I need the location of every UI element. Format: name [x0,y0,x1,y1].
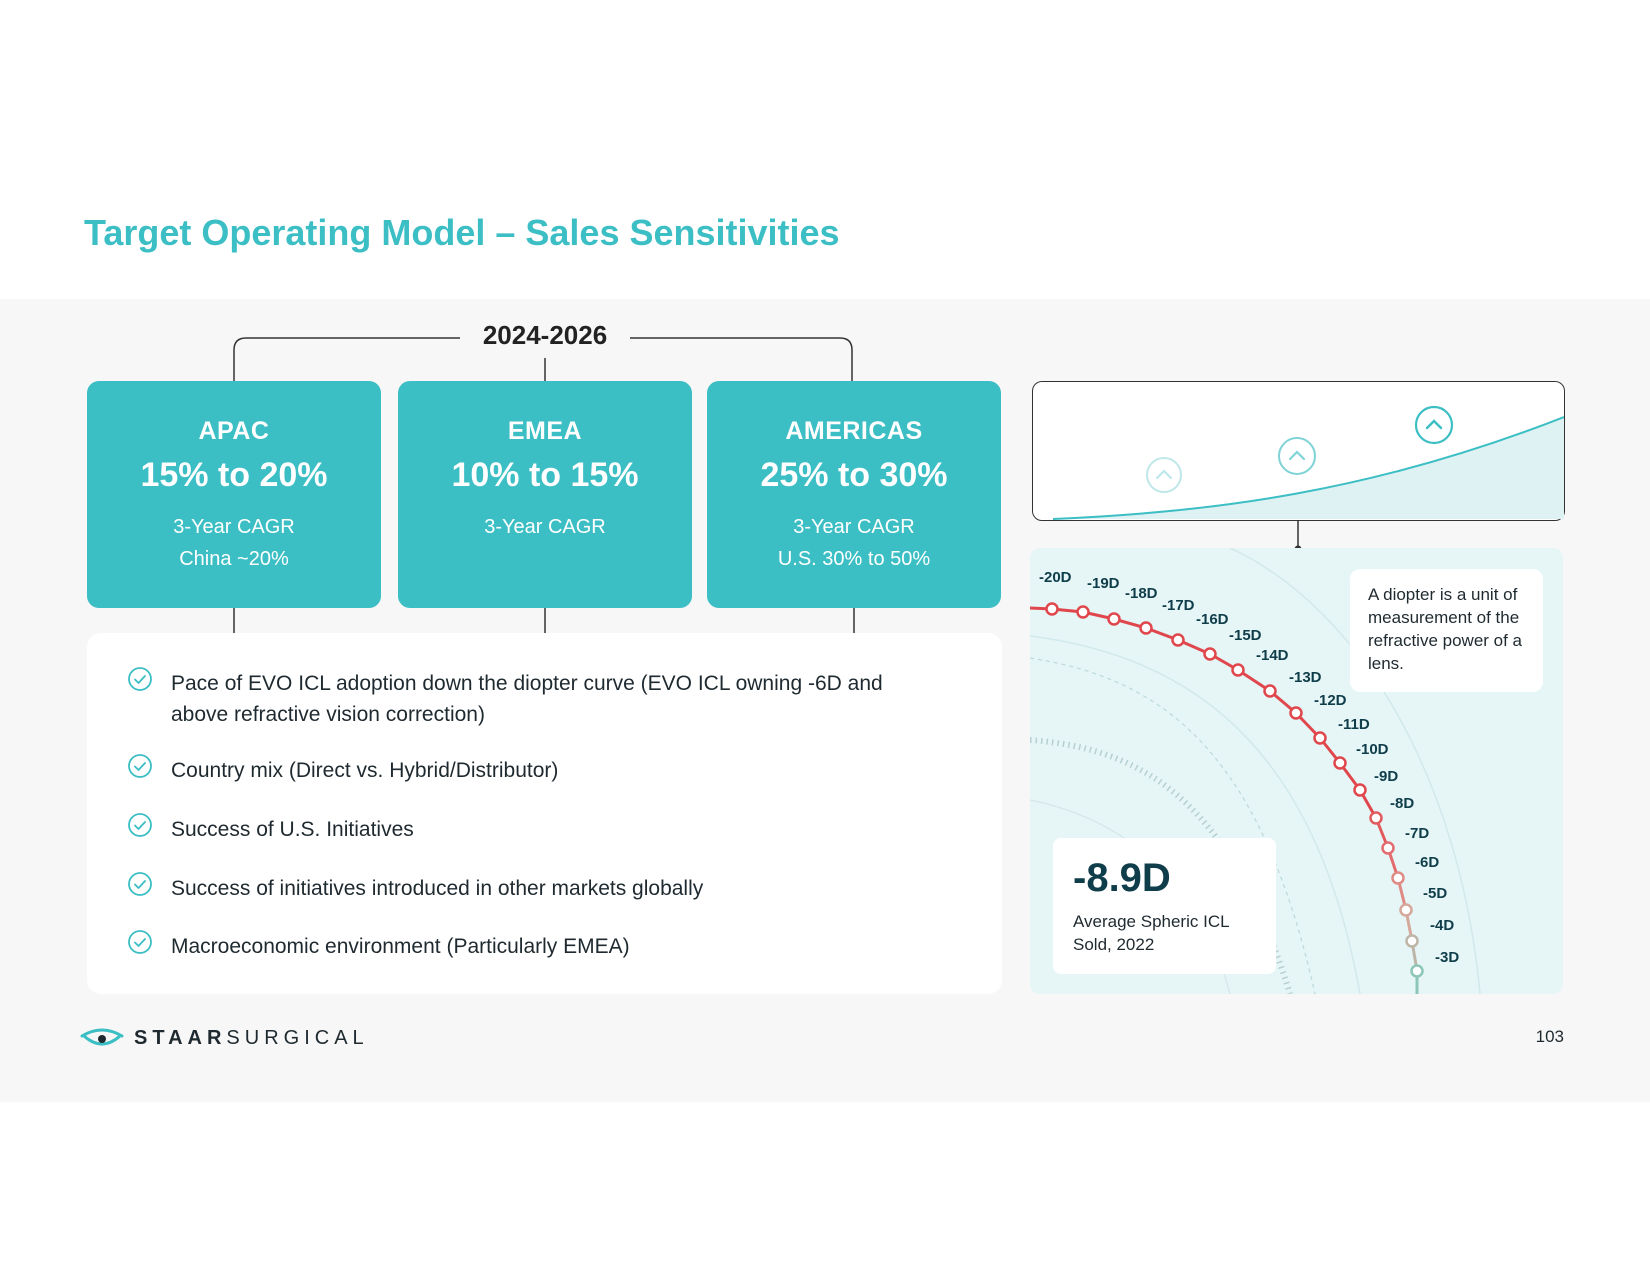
diopter-label: -7D [1405,825,1429,842]
adoption-curve-graphic [1052,405,1565,520]
diopter-point [1231,663,1245,677]
check-circle-icon [128,813,152,837]
logo-word-staar: STAAR [134,1026,227,1049]
chevron-up-icon [1414,405,1454,445]
diopter-label: -17D [1162,597,1195,614]
list-item-text: Success of U.S. Initiatives [171,818,414,841]
diopter-label: -15D [1229,627,1262,644]
diopter-point [1263,684,1277,698]
diopter-label: -6D [1415,854,1439,871]
diopter-label: -11D [1338,716,1370,733]
page-number: 103 [1535,1027,1564,1046]
company-logo: STAAR SURGICAL [80,1026,369,1050]
adoption-curve-chart [1032,381,1565,521]
growth-range: 10% to 15% [451,456,639,494]
growth-range: 25% to 30% [760,456,948,494]
cagr-label: 3-Year CAGR [793,516,915,538]
cagr-label: 3-Year CAGR [484,516,606,538]
period-label: 2024-2026 [460,320,630,351]
diopter-point [1313,731,1327,745]
diopter-point [1405,934,1419,948]
check-circle-icon [128,667,152,691]
chevron-up-icon [1278,437,1316,475]
check-circle-icon [128,754,152,778]
region-name: AMERICAS [785,417,923,445]
diopter-curve-marks: -20D -19D -18D-17D-16D-15D -14D-13D -12D -11D… [1030,569,1459,994]
diopter-point [1107,612,1121,626]
diopter-point [1369,811,1383,825]
diopter-point [1399,903,1413,917]
chevron-up-icon [1146,457,1182,493]
region-card-americas: AMERICAS 25% to 30% 3-Year CAGR U.S. 30%… [707,381,1001,608]
diopter-point [1045,602,1059,616]
diopter-point [1076,605,1090,619]
region-card-apac: APAC 15% to 20% 3-Year CAGR China ~20% [87,381,381,608]
list-item: Country mix (Direct vs. Hybrid/Distribut… [127,754,931,786]
region-card-emea: EMEA 10% to 15% 3-Year CAGR [398,381,692,608]
list-item: Success of U.S. Initiatives [127,813,931,845]
list-item-text: Success of initiatives introduced in oth… [171,877,704,900]
diopter-point [1203,647,1217,661]
region-name: EMEA [507,417,583,445]
diopter-label: -14D [1256,647,1289,664]
diopter-label: -20D [1039,569,1072,586]
average-diopter-caption: Average Spheric ICL Sold, 2022 [1073,912,1229,954]
logo-word-surgical: SURGICAL [226,1026,369,1049]
diopter-label: -18D [1125,585,1158,602]
diopter-point [1391,871,1405,885]
diopter-label: -12D [1314,692,1347,709]
diopter-label: -5D [1423,885,1447,902]
average-diopter-value: -8.9D [1073,856,1171,900]
diopter-point [1289,706,1303,720]
diopter-label: -16D [1196,611,1229,628]
diopter-label: -9D [1374,768,1398,785]
list-item: Pace of EVO ICL adoption down the diopte… [127,667,931,730]
diopter-definition-note: A diopter is a unit of measurement of th… [1350,569,1543,692]
diopter-point [1139,621,1153,635]
diopter-label: -8D [1390,795,1414,812]
diopter-point [1410,964,1424,978]
check-circle-icon [128,872,152,896]
list-item: Success of initiatives introduced in oth… [127,872,931,904]
diopter-label: -3D [1435,949,1459,966]
region-name: APAC [198,417,270,445]
region-note: China ~20% [179,548,289,570]
diopter-point [1171,633,1185,647]
growth-range: 15% to 20% [140,456,328,494]
diopter-point [1353,783,1367,797]
average-diopter-stat: -8.9D Average Spheric ICL Sold, 2022 [1053,838,1276,974]
list-item-text: Macroeconomic environment (Particularly … [171,935,630,958]
diopter-point [1333,756,1347,770]
list-item: Macroeconomic environment (Particularly … [127,930,931,962]
diopter-label: -13D [1289,669,1322,686]
sensitivities-list: Pace of EVO ICL adoption down the diopte… [87,633,1002,994]
eye-logo-icon [80,1028,124,1046]
diopter-point [1381,841,1395,855]
diopter-label: -10D [1356,741,1389,758]
diopter-label: -4D [1430,917,1454,934]
page-title: Target Operating Model – Sales Sensitivi… [84,212,840,253]
list-item-text: Pace of EVO ICL adoption down the diopte… [171,672,883,726]
region-note: U.S. 30% to 50% [777,548,931,570]
diopter-label: -19D [1087,575,1120,592]
cagr-label: 3-Year CAGR [173,516,295,538]
list-item-text: Country mix (Direct vs. Hybrid/Distribut… [171,759,559,782]
check-circle-icon [128,930,152,954]
